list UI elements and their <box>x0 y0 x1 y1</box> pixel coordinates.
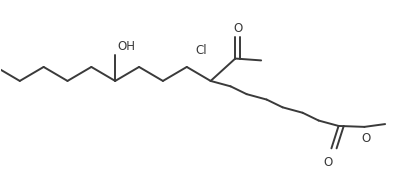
Text: OH: OH <box>117 40 135 53</box>
Text: Cl: Cl <box>195 44 207 57</box>
Text: O: O <box>361 133 370 146</box>
Text: O: O <box>233 22 242 35</box>
Text: O: O <box>324 156 333 169</box>
